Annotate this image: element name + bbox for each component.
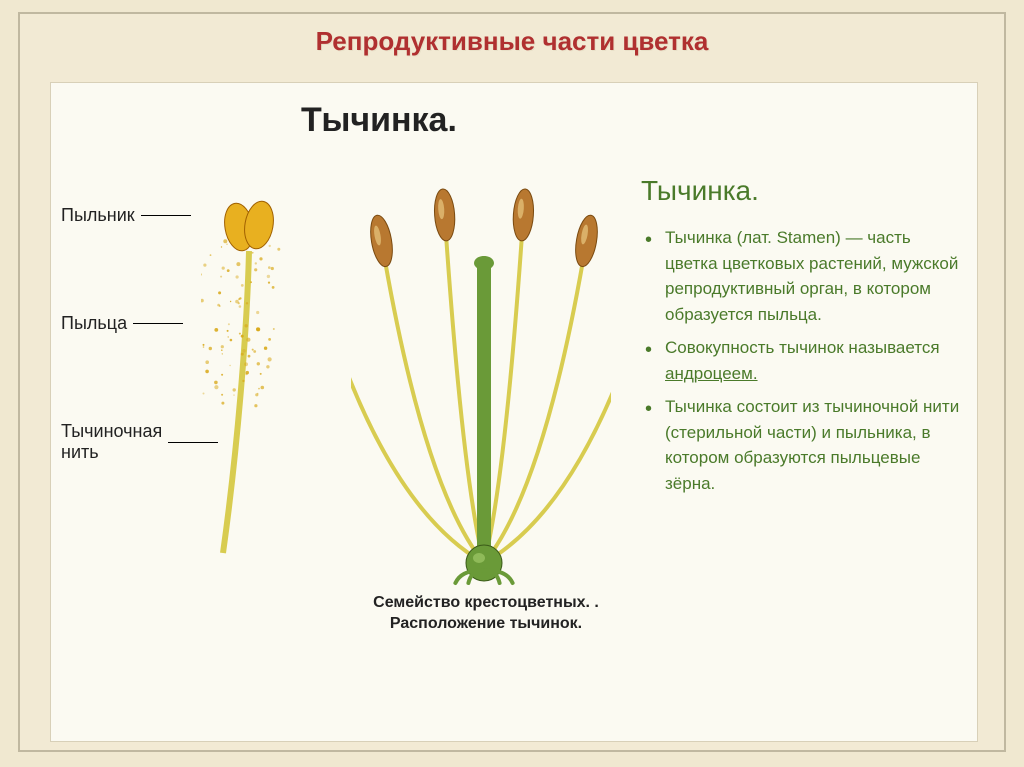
content-panel: Тычинка. Пыльник Пыльца Тычиночная нить bbox=[50, 82, 978, 742]
center-caption: Семейство крестоцветных. . Расположение … bbox=[346, 593, 626, 635]
filament-path bbox=[223, 251, 249, 553]
slide-title: Репродуктивные части цветка bbox=[20, 26, 1004, 57]
center-diagram bbox=[351, 173, 611, 603]
label-anther: Пыльник bbox=[61, 205, 191, 226]
bullet-3: Тычинка состоит из тычиночной нити (стер… bbox=[641, 394, 966, 496]
right-text-block: Тычинка. Тычинка (лат. Stamen) — часть ц… bbox=[641, 175, 966, 504]
leader-line bbox=[141, 215, 191, 216]
stamen-single-svg bbox=[201, 193, 341, 573]
anther-icon bbox=[221, 199, 277, 253]
left-diagram: Пыльник Пыльца Тычиночная нить bbox=[61, 183, 341, 603]
leader-line bbox=[133, 323, 183, 324]
label-pollen-text: Пыльца bbox=[61, 313, 127, 334]
right-heading: Тычинка. bbox=[641, 175, 966, 207]
subtitle: Тычинка. bbox=[301, 101, 457, 140]
bullet-list: Тычинка (лат. Stamen) — часть цветка цве… bbox=[641, 225, 966, 496]
bullet-2-pre: Совокупность тычинок называется bbox=[665, 338, 940, 357]
bullet-1: Тычинка (лат. Stamen) — часть цветка цве… bbox=[641, 225, 966, 327]
label-filament-text: Тычиночная нить bbox=[61, 421, 162, 463]
label-filament: Тычиночная нить bbox=[61, 421, 218, 463]
center-diagram-svg bbox=[351, 173, 611, 603]
label-anther-text: Пыльник bbox=[61, 205, 135, 226]
slide-frame: Репродуктивные части цветка Тычинка. Пыл… bbox=[18, 12, 1006, 752]
bullet-1-text: Тычинка (лат. Stamen) — часть цветка цве… bbox=[665, 228, 958, 324]
bullet-2: Совокупность тычинок называется андроцее… bbox=[641, 335, 966, 386]
androecium-link[interactable]: андроцеем. bbox=[665, 364, 758, 383]
bullet-3-text: Тычинка состоит из тычиночной нити (стер… bbox=[665, 397, 959, 493]
label-pollen: Пыльца bbox=[61, 313, 183, 334]
